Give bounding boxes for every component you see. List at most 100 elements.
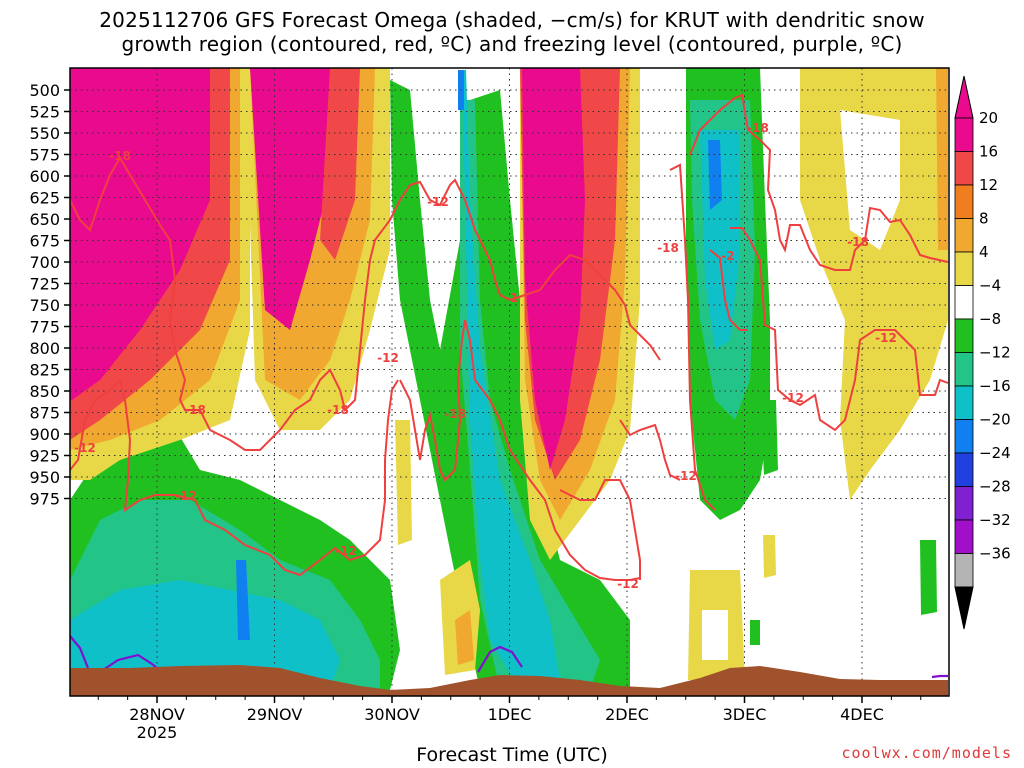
colorbar: 20 16 12 8 4 −4 −8 −12 −16 −20 −24 −28 −32 −36 (954, 75, 1011, 630)
contour-label: -18 (747, 121, 769, 135)
colorbar-top-arrow (954, 75, 974, 119)
y-tick-label: 700 (29, 253, 60, 272)
y-tick-label: 825 (29, 361, 60, 380)
omega-region-green-2 (390, 80, 630, 690)
colorbar-tick-label: −8 (979, 310, 1001, 328)
freezing-contour-4 (931, 674, 948, 679)
contour-label: -12 (175, 489, 197, 503)
colorbar-tick-label: −24 (979, 444, 1011, 462)
omega-region-yellow-8 (763, 535, 776, 578)
omega-region-red-2 (320, 68, 360, 260)
y-tick-label: 725 (29, 275, 60, 294)
contour-label: -12 (617, 577, 639, 591)
colorbar-tick-label: −32 (979, 511, 1011, 529)
x-tick-label: 29NOV (247, 705, 303, 724)
contour-minus12-right2 (689, 93, 949, 271)
contour-label: -12 (875, 331, 897, 345)
freezing-contour-1 (70, 635, 90, 669)
colorbar-tick-label: 8 (979, 210, 989, 228)
y-tick-label: 975 (29, 490, 60, 509)
freezing-level-contour (70, 635, 948, 679)
y-tick-label: 925 (29, 447, 60, 466)
colorbar-swatch (954, 117, 974, 152)
omega-region-cyan-1 (70, 580, 340, 690)
omega-region-cyan-2 (462, 70, 560, 690)
contour-label: -18 (847, 235, 869, 249)
colorbar-tick-label: −4 (979, 277, 1001, 295)
y-tick-label: 900 (29, 425, 60, 444)
contour-label: -18 (327, 403, 349, 417)
omega-region-green-6 (750, 620, 760, 645)
colorbar-tick-label: −20 (979, 411, 1011, 429)
x-tick-label: 30NOV (364, 705, 420, 724)
contour-minus12-right3 (730, 227, 949, 432)
y-tick-label: 800 (29, 339, 60, 358)
contour-minus12-middle (399, 319, 641, 581)
colorbar-swatch (954, 419, 974, 454)
x-year-label: 2025 (137, 723, 178, 742)
colorbar-swatch (954, 385, 974, 420)
x-tick-label: 2DEC (605, 705, 649, 724)
contour-label: -12 (675, 469, 697, 483)
colorbar-tick-label: −28 (979, 478, 1011, 496)
omega-region-orange-3 (455, 610, 474, 665)
y-tick-label: 875 (29, 404, 60, 423)
y-tick-label: 775 (29, 318, 60, 337)
y-tick-label: 575 (29, 146, 60, 165)
chart-title-line-2: growth region (contoured, red, ºC) and f… (121, 32, 903, 56)
contour-label: -12 (427, 195, 449, 209)
omega-region-yellow-3 (395, 420, 412, 545)
gridlines (70, 68, 949, 696)
omega-region-green-4 (760, 400, 778, 475)
y-tick-label: 750 (29, 296, 60, 315)
omega-region-orange-5 (936, 68, 948, 250)
colorbar-tick-label: 4 (979, 243, 989, 261)
contour-label: -12 (335, 544, 357, 558)
contour-label: -12 (377, 351, 399, 365)
colorbar-swatch (954, 452, 974, 487)
colorbar-bottom-arrow (954, 586, 974, 630)
x-tick-label: 3DEC (723, 705, 767, 724)
contour-minus12-right1 (619, 419, 681, 481)
colorbar-tick-label: 12 (979, 176, 998, 194)
colorbar-swatch (954, 151, 974, 186)
contour-label: -12 (782, 391, 804, 405)
omega-region-white-hole-2 (702, 610, 728, 660)
y-tick-label: 650 (29, 210, 60, 229)
y-tick-label: 525 (29, 103, 60, 122)
contour-label: -18 (657, 241, 679, 255)
credit-text: coolwx.com/models (841, 744, 1012, 762)
colorbar-swatch (954, 184, 974, 219)
omega-region-blue-3 (708, 140, 722, 210)
x-tick-label: 28NOV (129, 705, 185, 724)
omega-region-pink-2 (250, 68, 330, 330)
y-tick-label: 550 (29, 124, 60, 143)
y-tick-label: 625 (29, 189, 60, 208)
colorbar-tick-label: 16 (979, 143, 998, 161)
colorbar-swatch (954, 251, 974, 286)
omega-region-green-5 (920, 540, 937, 615)
freezing-contour-2 (99, 653, 163, 673)
colorbar-swatch (954, 486, 974, 521)
colorbar-swatch (954, 318, 974, 353)
y-tick-label: 850 (29, 382, 60, 401)
colorbar-swatch (954, 519, 974, 554)
x-tick-label: 4DEC (840, 705, 884, 724)
colorbar-swatch (954, 553, 974, 588)
contour-label: -18 (444, 407, 466, 421)
y-tick-label: 950 (29, 468, 60, 487)
x-axis: 28NOV 29NOV 30NOV 1DEC 2DEC 3DEC 4DEC 2025 (97, 696, 922, 742)
chart-title-line-1: 2025112706 GFS Forecast Omega (shaded, −… (99, 8, 925, 32)
omega-region-blue-1 (236, 560, 250, 640)
colorbar-tick-label: −12 (979, 344, 1011, 362)
x-axis-label: Forecast Time (UTC) (416, 744, 608, 766)
contour-minus12-right4 (709, 249, 748, 331)
colorbar-swatch (954, 352, 974, 387)
x-tick-label: 1DEC (488, 705, 532, 724)
colorbar-tick-label: 20 (979, 109, 998, 127)
plot-area (70, 68, 949, 696)
y-tick-label: 675 (29, 232, 60, 251)
colorbar-tick-label: −36 (979, 545, 1011, 563)
contour-minus12-left (70, 378, 399, 577)
